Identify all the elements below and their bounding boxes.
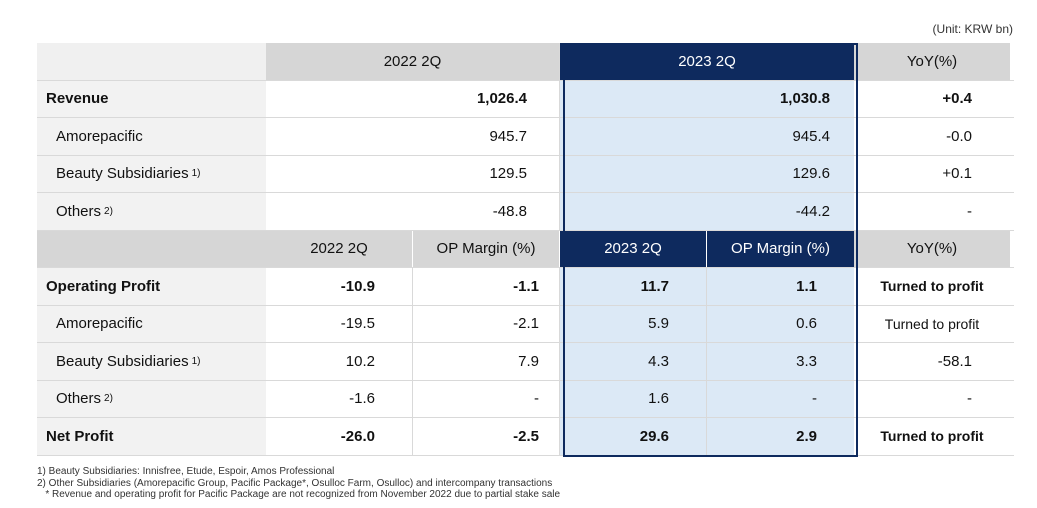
row-label: Beauty Subsidiaries 1) [37,155,266,192]
header-2023: 2023 2Q [560,230,707,267]
value-2022: 129.5 [266,155,560,192]
table-row: Others 2) -1.6 - 1.6 - - [37,380,1014,418]
value-yoy: Turned to profit [880,428,984,445]
row-label: Net Profit [37,418,266,455]
value-yoy: -0.0 [946,127,972,145]
row-label: Amorepacific [37,118,266,155]
value-2022: -26.0 [266,418,413,455]
value-2023: 945.4 [560,118,854,155]
margin-2022: -2.5 [413,418,560,455]
table-row: Beauty Subsidiaries 1) 10.2 7.9 4.3 3.3 -… [37,343,1014,381]
value-yoy: +0.4 [942,90,972,108]
header-blank-cell [37,230,266,267]
value-2023: 29.6 [560,418,707,455]
profit-header-row: 2022 2Q OP Margin (%) 2023 2Q OP Margin … [37,230,1014,268]
value-2023: 5.9 [560,305,707,342]
margin-2022: -2.1 [413,305,560,342]
table-row: Operating Profit -10.9 -1.1 11.7 1.1 Tur… [37,268,1014,306]
header-op-margin-2022: OP Margin (%) [413,230,560,267]
table-row: Others 2) -48.8 -44.2 - [37,193,1014,231]
value-yoy: - [967,390,972,408]
footnote-2: 2) Other Subsidiaries (Amorepacific Grou… [37,477,553,489]
value-yoy: Turned to profit [884,315,980,332]
row-label: Others 2) [37,193,266,230]
table-row: Revenue 1,026.4 1,030.8 +0.4 [37,80,1014,118]
margin-2023: 1.1 [707,268,854,305]
financial-table: 2022 2Q 2023 2Q YoY(%) Revenue 1,026.4 1… [37,43,1014,456]
value-2023: -44.2 [560,193,854,230]
margin-2023: 3.3 [707,343,854,380]
value-yoy: -58.1 [937,352,972,370]
row-label: Others 2) [37,380,266,417]
revenue-header-row: 2022 2Q 2023 2Q YoY(%) [37,43,1014,81]
footnote-1: 1) Beauty Subsidiaries: Innisfree, Etude… [37,466,335,477]
row-label: Amorepacific [37,305,266,342]
value-yoy: +0.1 [942,165,972,183]
footnote-3: * Revenue and operating profit for Pacif… [37,489,561,500]
table-row: Net Profit -26.0 -2.5 29.6 2.9 Turned to… [37,418,1014,456]
value-2023: 129.6 [560,155,854,192]
value-2022: 10.2 [266,343,413,380]
value-2022: 1,026.4 [266,80,560,117]
value-2022: 945.7 [266,118,560,155]
table-row: Beauty Subsidiaries 1) 129.5 129.6 +0.1 [37,155,1014,193]
value-yoy: Turned to profit [880,278,984,295]
margin-2023: - [707,380,854,417]
header-2023: 2023 2Q [560,43,854,80]
header-op-margin-2023: OP Margin (%) [707,230,854,267]
unit-label: (Unit: KRW bn) [932,22,1013,36]
row-label: Operating Profit [37,268,266,305]
margin-2023: 0.6 [707,305,854,342]
value-2022: -10.9 [266,268,413,305]
header-yoy: YoY(%) [854,43,1010,80]
table-row: Amorepacific 945.7 945.4 -0.0 [37,118,1014,156]
value-2022: -1.6 [266,380,413,417]
header-yoy: YoY(%) [854,230,1010,267]
value-yoy: - [967,202,972,220]
value-2022: -48.8 [266,193,560,230]
header-2022: 2022 2Q [266,230,413,267]
margin-2022: -1.1 [413,268,560,305]
table-row: Amorepacific -19.5 -2.1 5.9 0.6 Turned t… [37,305,1014,343]
value-2023: 4.3 [560,343,707,380]
value-2023: 1.6 [560,380,707,417]
value-2023: 1,030.8 [560,80,854,117]
value-2022: -19.5 [266,305,413,342]
margin-2023: 2.9 [707,418,854,455]
value-2023: 11.7 [560,268,707,305]
header-blank-cell [37,43,266,80]
margin-2022: 7.9 [413,343,560,380]
header-2022: 2022 2Q [266,43,560,80]
footnotes: 1) Beauty Subsidiaries: Innisfree, Etude… [37,466,560,501]
margin-2022: - [413,380,560,417]
row-label: Beauty Subsidiaries 1) [37,343,266,380]
row-label: Revenue [37,80,266,117]
